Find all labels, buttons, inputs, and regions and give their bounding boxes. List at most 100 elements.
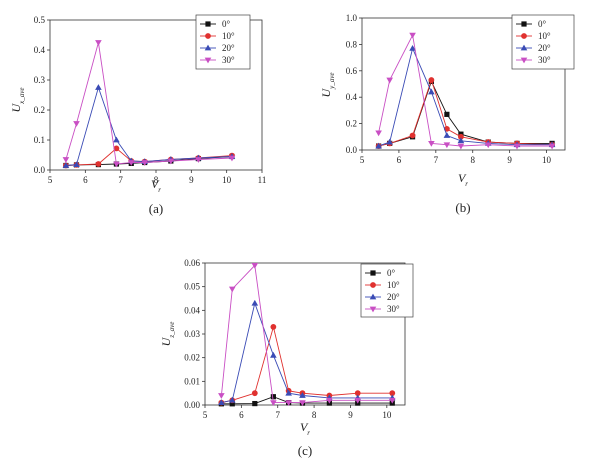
data-point (270, 324, 277, 330)
data-point (218, 399, 225, 406)
legend-label: 0° (387, 268, 396, 278)
data-point (113, 145, 120, 152)
y-tick-label: 0.01 (184, 376, 200, 386)
legend-label: 30° (222, 55, 235, 65)
legend: 0° 10° 20° 30° (360, 263, 414, 318)
legend-entry: 30° (365, 304, 400, 314)
chart-panel-3: 5 6 7 8 9 10 0.00 0.01 0.02 0.03 0.04 0.05 0.06 Vr Uz_… (159, 258, 414, 458)
legend-entry: 20° (516, 43, 551, 53)
data-point (386, 77, 393, 84)
legend-marker (520, 57, 528, 64)
data-point (409, 32, 416, 39)
legend-label: 10° (538, 31, 551, 41)
series-10deg (218, 324, 396, 406)
data-point (127, 160, 135, 166)
x-tick-label: 5 (360, 155, 365, 165)
legend-label: 20° (387, 292, 400, 302)
data-point (285, 389, 292, 396)
panel-caption: (c) (298, 443, 312, 458)
data-point (62, 157, 70, 163)
y-axis-label: Ux_ave (9, 88, 26, 113)
x-tick-label: 6 (397, 155, 402, 165)
y-tick-label: 0.0 (34, 165, 46, 175)
data-point (270, 394, 276, 400)
data-point (375, 130, 382, 137)
data-point (428, 88, 435, 95)
data-point (409, 44, 416, 51)
legend-label: 30° (387, 304, 400, 314)
x-axis-label: Vr (458, 171, 468, 188)
legend-entry: 10° (200, 31, 235, 41)
legend-marker (205, 33, 211, 39)
x-tick-label: 8 (312, 410, 317, 420)
data-point (251, 390, 258, 397)
legend-label: 10° (222, 31, 235, 41)
series-20deg (62, 84, 236, 168)
x-tick-label: 6 (83, 175, 88, 185)
legend-marker (369, 306, 377, 313)
chart-panel-2: 5 6 7 8 9 10 0.0 0.2 0.4 0.6 0.8 1.0 Vr Uy_ave (b) 0° 10… (319, 13, 575, 215)
x-tick-label: 5 (203, 410, 208, 420)
y-tick-label: 0.5 (34, 15, 46, 25)
data-point (141, 160, 148, 166)
data-point (95, 161, 102, 167)
x-tick-label: 10 (222, 175, 232, 185)
data-point (389, 390, 396, 397)
legend-marker (520, 44, 528, 51)
x-tick-label: 9 (507, 155, 512, 165)
y-tick-label: 0.8 (346, 39, 358, 49)
data-point (251, 299, 259, 306)
legend-marker (370, 270, 376, 276)
legend-entry: 20° (200, 43, 235, 53)
y-tick-label: 0.2 (346, 119, 357, 129)
data-point (299, 400, 306, 407)
y-tick-label: 0.6 (346, 66, 358, 76)
legend-label: 20° (538, 43, 551, 53)
data-point (252, 400, 258, 407)
legend-marker (369, 293, 377, 300)
series-line (65, 147, 233, 166)
legend-marker (205, 21, 211, 27)
x-tick-label: 8 (470, 155, 475, 165)
y-tick-label: 0.03 (184, 329, 200, 339)
legend: 0° 10° 20° 30° (195, 14, 251, 70)
data-point (195, 157, 202, 163)
data-point (95, 84, 102, 90)
data-point (457, 137, 465, 144)
y-axis-label: Uy_ave (319, 73, 336, 98)
x-tick-label: 11 (258, 175, 267, 185)
x-tick-label: 7 (434, 155, 439, 165)
y-tick-label: 0.3 (34, 75, 46, 85)
x-tick-label: 9 (348, 410, 353, 420)
data-point (73, 161, 80, 167)
data-point (270, 400, 277, 407)
data-point (444, 111, 450, 117)
x-axis-label: Vr (300, 420, 310, 437)
data-point (167, 158, 175, 165)
data-point (443, 132, 451, 138)
panel-caption: (b) (455, 200, 470, 215)
y-tick-label: 0.0 (346, 145, 358, 155)
panel-caption: (a) (149, 201, 163, 216)
legend-label: 20° (222, 43, 235, 53)
data-point (299, 392, 306, 398)
data-point (354, 397, 362, 404)
data-point (62, 162, 70, 168)
data-point (388, 397, 396, 404)
y-tick-label: 0.4 (34, 45, 46, 55)
series-line (65, 85, 233, 166)
data-point (228, 155, 236, 162)
x-tick-label: 8 (154, 175, 159, 185)
series-line (378, 80, 553, 147)
plot-frame (361, 17, 566, 151)
series-30deg (375, 32, 556, 150)
legend-entry: 30° (516, 55, 551, 65)
data-point (513, 143, 521, 150)
legend-entry: 10° (516, 31, 551, 41)
data-point (458, 133, 464, 140)
data-point (326, 397, 333, 404)
data-point (229, 401, 235, 407)
data-point (218, 393, 225, 399)
legend-marker (204, 44, 212, 51)
